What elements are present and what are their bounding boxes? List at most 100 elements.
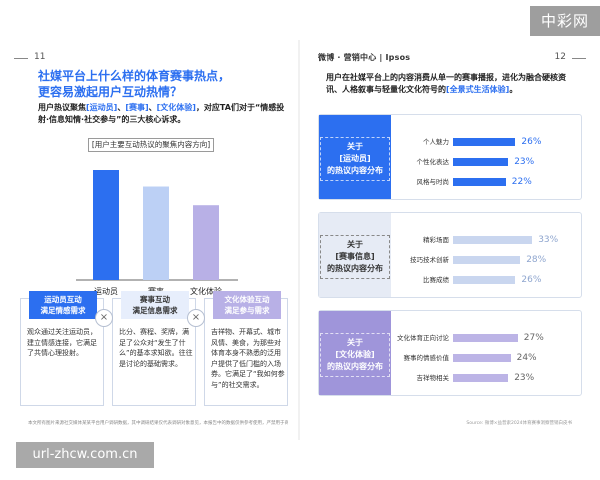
intro-highlight-culture: [文化体验] bbox=[156, 103, 196, 112]
panel-side-frame: 关于 [赛事信息] 的热议内容分布 bbox=[320, 235, 390, 279]
card-culture-body: 吉祥物、开幕式、城市风情、美食，为那些对体育本身不熟悉的泛用户提供了低门槛的入场… bbox=[211, 328, 285, 389]
site-url-badge: url-zhcw.com.cn bbox=[16, 442, 154, 468]
stat-label: 吉祥物相关 bbox=[416, 374, 450, 382]
card-event-head: 赛事互动 满足信息需求 bbox=[121, 291, 189, 319]
panel-athlete-side: 关于 [运动员] 的热议内容分布 bbox=[319, 115, 391, 199]
bar-0 bbox=[93, 170, 119, 280]
x-icon: × bbox=[187, 309, 205, 327]
panel-side-line3: 的热议内容分布 bbox=[327, 166, 383, 175]
right-page: 微博 · 营销中心 | Ipsos 12 用户在社媒平台上的内容消费从单一的赛事… bbox=[308, 40, 590, 440]
site-badge-top: 中彩网 bbox=[530, 6, 600, 36]
card-culture-head: 文化体验互动 满足参与需求 bbox=[213, 291, 281, 319]
card-culture-head-line1: 文化体验互动 bbox=[224, 295, 270, 304]
stat-bar bbox=[453, 178, 506, 186]
stat-value: 26% bbox=[521, 137, 542, 147]
right-footer-source: Source: 微博×益普索2024体育赛事洞察营销白皮书 bbox=[466, 421, 572, 426]
page-number-right: 12 bbox=[554, 52, 566, 62]
r-intro-prefix: 用户在社媒平台上的内容消费从单一的赛事播报，进化为融合硬核资讯、人格叙事与轻量化… bbox=[326, 73, 566, 94]
right-page-header: 微博 · 营销中心 | Ipsos 12 bbox=[308, 52, 590, 66]
demand-cards: 运动员互动 满足情感需求 观众通过关注运动员，建立情感连接，它满足了共情心理投射… bbox=[20, 291, 288, 430]
card-event-head-line1: 赛事互动 bbox=[140, 295, 170, 304]
stat-row: 个人魅力 26% bbox=[397, 137, 577, 147]
stat-label: 精彩场面 bbox=[423, 236, 449, 244]
chart-title: [用户主要互动热议的聚焦内容方向] bbox=[88, 138, 214, 152]
panel-event: 关于 [赛事信息] 的热议内容分布 精彩场面 33% 技巧技术创新 28% 比赛成绩 26… bbox=[318, 212, 582, 298]
header-dash bbox=[14, 58, 28, 59]
top-strip bbox=[0, 0, 600, 28]
stat-value: 23% bbox=[514, 157, 535, 167]
stat-bar bbox=[453, 354, 511, 362]
stat-value: 33% bbox=[538, 235, 559, 245]
panel-side-line3: 的热议内容分布 bbox=[327, 264, 383, 273]
panel-side-line2: [运动员] bbox=[339, 154, 371, 163]
panel-side-frame: 关于 [文化体验] 的热议内容分布 bbox=[320, 333, 390, 377]
stat-value: 22% bbox=[511, 177, 532, 187]
stat-row: 吉祥物相关 23% bbox=[397, 373, 577, 383]
header-dash bbox=[572, 58, 586, 59]
bar-2 bbox=[193, 205, 219, 280]
page-title: 社媒平台上什么样的体育赛事热点， 更容易激起用户互动热情？ bbox=[38, 68, 278, 100]
stat-row: 技巧技术创新 28% bbox=[397, 255, 577, 265]
panel-side-line2: [文化体验] bbox=[335, 350, 375, 359]
stat-bar bbox=[453, 374, 509, 382]
bar-1 bbox=[143, 186, 169, 280]
stat-value: 27% bbox=[523, 333, 544, 343]
r-intro-suffix: 。 bbox=[509, 85, 518, 94]
stat-row: 文化体育正向讨论 27% bbox=[397, 333, 577, 343]
stat-label: 技巧技术创新 bbox=[410, 256, 449, 264]
card-athlete-head-line1: 运动员互动 bbox=[44, 295, 82, 304]
intro-highlight-athlete: [运动员] bbox=[86, 103, 118, 112]
panel-side-frame: 关于 [运动员] 的热议内容分布 bbox=[320, 137, 390, 181]
stat-value: 26% bbox=[521, 275, 542, 285]
brand-logos: 微博 · 营销中心 | Ipsos bbox=[318, 53, 411, 62]
stat-label: 个性化表达 bbox=[416, 158, 450, 166]
card-athlete-head: 运动员互动 满足情感需求 bbox=[29, 291, 97, 319]
r-intro-highlight: [全景式生活体验] bbox=[446, 85, 510, 94]
panel-event-side: 关于 [赛事信息] 的热议内容分布 bbox=[319, 213, 391, 297]
left-intro: 用户热议聚焦[运动员]、[赛事]、[文化体验]，对应TA们对于“情感投射·信息知… bbox=[38, 102, 288, 126]
stat-row: 赛事的情感价值 24% bbox=[397, 353, 577, 363]
panel-culture: 关于 [文化体验] 的热议内容分布 文化体育正向讨论 27% 赛事的情感价值 24% 吉… bbox=[318, 310, 582, 396]
stat-bar bbox=[453, 138, 516, 146]
focus-bar-chart: 运动员赛事文化体验 bbox=[66, 160, 246, 310]
intro-sep-2: 、 bbox=[148, 103, 157, 112]
card-event-head-line2: 满足信息需求 bbox=[132, 306, 178, 315]
stat-label: 文化体育正向讨论 bbox=[397, 334, 449, 342]
stat-label: 赛事的情感价值 bbox=[403, 354, 450, 362]
left-page: 11 社媒平台上什么样的体育赛事热点， 更容易激起用户互动热情？ 用户热议聚焦[… bbox=[10, 40, 292, 440]
left-page-header: 11 bbox=[10, 52, 292, 66]
stat-value: 23% bbox=[514, 373, 535, 383]
left-footer-note: 本文所有图片来源社交媒体某某平台用户调研数据，其中调研结果仅代表调研对象意见，本… bbox=[28, 421, 288, 426]
stat-row: 精彩场面 33% bbox=[397, 235, 577, 245]
intro-sep-1: 、 bbox=[117, 103, 126, 112]
stat-label: 比赛成绩 bbox=[423, 276, 449, 284]
card-event: 赛事互动 满足信息需求 比分、赛程、奖牌，满足了公众对“发生了什么”的基本求知欲… bbox=[112, 291, 205, 406]
stat-value: 28% bbox=[526, 255, 547, 265]
stat-bar bbox=[453, 236, 533, 244]
card-culture-head-line2: 满足参与需求 bbox=[224, 306, 270, 315]
book-spine bbox=[298, 40, 300, 440]
card-athlete-head-line2: 满足情感需求 bbox=[40, 306, 86, 315]
panel-athlete: 关于 [运动员] 的热议内容分布 个人魅力 26% 个性化表达 23% 风格与时尚 22% bbox=[318, 114, 582, 200]
stat-row: 个性化表达 23% bbox=[397, 157, 577, 167]
stat-bar bbox=[453, 158, 509, 166]
bar-chart-svg: 运动员赛事文化体验 bbox=[76, 170, 238, 296]
category-label-0: 运动员 bbox=[94, 286, 118, 296]
panel-side-line1: 关于 bbox=[347, 240, 363, 249]
card-athlete: 运动员互动 满足情感需求 观众通过关注运动员，建立情感连接，它满足了共情心理投射… bbox=[20, 291, 113, 406]
panel-side-line1: 关于 bbox=[347, 338, 363, 347]
category-label-2: 文化体验 bbox=[190, 286, 222, 296]
title-line-1: 社媒平台上什么样的体育赛事热点， bbox=[38, 69, 231, 83]
panel-culture-side: 关于 [文化体验] 的热议内容分布 bbox=[319, 311, 391, 395]
right-intro: 用户在社媒平台上的内容消费从单一的赛事播报，进化为融合硬核资讯、人格叙事与轻量化… bbox=[326, 72, 576, 96]
intro-prefix: 用户热议聚焦 bbox=[38, 103, 86, 112]
panel-side-line1: 关于 bbox=[347, 142, 363, 151]
stat-label: 个人魅力 bbox=[423, 138, 449, 146]
intro-suffix: ，对应TA们对于“情感投射·信息知情·社交参与”的三大核心诉求。 bbox=[38, 103, 285, 124]
x-icon: × bbox=[95, 309, 113, 327]
stat-bar bbox=[453, 334, 518, 342]
stat-bar bbox=[453, 256, 521, 264]
panel-side-line2: [赛事信息] bbox=[335, 252, 375, 261]
stat-bar bbox=[453, 276, 516, 284]
stat-row: 风格与时尚 22% bbox=[397, 177, 577, 187]
